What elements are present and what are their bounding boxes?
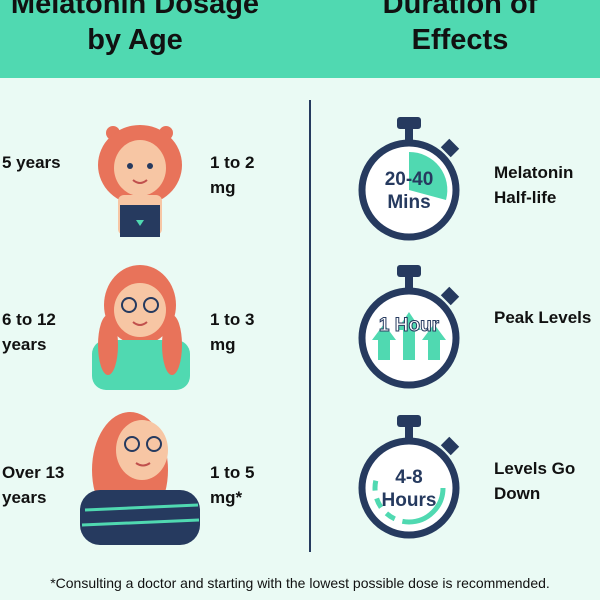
timer-text: 20-40 Mins [384,169,434,213]
timer-text: 4-8 Hours [381,467,437,511]
timer-icon [358,265,460,389]
timer-label: Peak Levels [494,308,592,327]
dose: 1 to 2 mg [210,153,255,197]
timer-icon [358,117,460,241]
age: 5 years [2,153,61,172]
child-illustration [92,265,190,390]
age: 6 to 12 years [2,310,56,354]
dose: 1 to 5 mg* [210,463,255,507]
child-illustration [98,125,182,237]
left-title: Melatonin Dosage by Age [10,0,260,56]
right-title: Duration of Effects [382,0,538,56]
timer-label: Melatonin Half-life [494,163,574,207]
header-band [0,0,600,78]
timer-icon [358,415,460,539]
age: Over 13 years [2,463,65,507]
footnote: *Consulting a doctor and starting with t… [50,575,550,591]
timer-text: 1 Hour [378,315,440,337]
timer-label: Levels Go Down [494,459,576,503]
child-illustration [80,412,200,545]
dose: 1 to 3 mg [210,310,255,354]
